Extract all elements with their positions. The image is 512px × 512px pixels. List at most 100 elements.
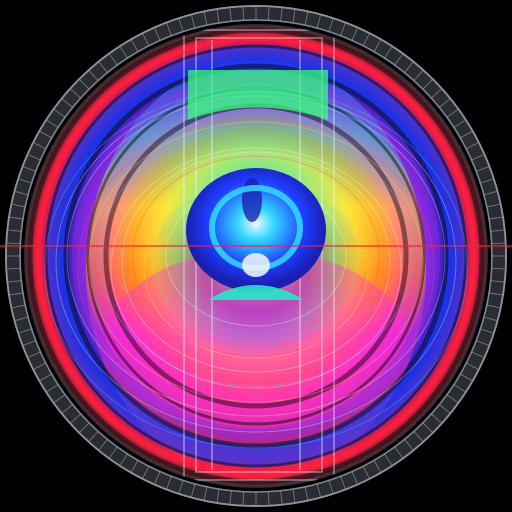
ring-tick — [304, 12, 309, 26]
ring-tick — [340, 476, 346, 489]
ring-tick — [439, 98, 450, 108]
ring-tick — [486, 304, 500, 309]
ring-tick — [476, 166, 489, 172]
ring-tick — [8, 229, 22, 232]
ring-tick — [480, 178, 493, 184]
core-inner-glow — [242, 178, 262, 222]
ring-tick — [229, 490, 232, 504]
ring-tick — [46, 384, 59, 392]
ring-tick — [154, 28, 161, 41]
ring-tick — [203, 12, 208, 26]
ring-tick — [292, 489, 296, 502]
ring-tick — [54, 109, 66, 118]
ring-tick — [62, 98, 73, 108]
ring-tick — [131, 40, 139, 52]
ring-tick — [216, 489, 220, 502]
ring-tick — [394, 446, 403, 458]
ring-tick — [191, 15, 196, 29]
ring-tick — [79, 422, 90, 433]
ring-tick — [120, 46, 128, 59]
ring-tick — [23, 166, 36, 172]
ring-tick — [89, 70, 99, 81]
ring-tick — [12, 304, 26, 309]
ring-tick — [267, 491, 270, 505]
ring-tick — [131, 460, 139, 472]
ring-tick — [491, 267, 505, 270]
ring-tick — [216, 10, 220, 23]
ring-tick — [404, 439, 414, 450]
wire-arc — [99, 125, 413, 387]
wire-arc — [77, 117, 435, 419]
ring-tick — [486, 203, 500, 208]
central-core — [186, 168, 326, 292]
ring-tick — [154, 471, 161, 484]
ring-tick — [33, 142, 46, 150]
ring-tick — [12, 203, 26, 208]
ring-tick — [490, 229, 504, 232]
ring-tick — [8, 280, 22, 283]
magenta-swirl — [106, 250, 406, 430]
ring-tick — [28, 351, 41, 358]
ring-tick — [453, 120, 466, 128]
ring-tick — [28, 154, 41, 161]
ring-tick — [10, 216, 23, 220]
ring-tick — [466, 142, 479, 150]
outer-grid-ring — [5, 5, 507, 507]
ring-tick — [142, 466, 150, 479]
ring-tick — [242, 7, 245, 21]
ring-tick — [292, 10, 296, 23]
ring-tick — [10, 292, 23, 296]
ring-tick — [79, 79, 90, 90]
ring-tick — [453, 384, 466, 392]
ring-tick — [446, 394, 458, 403]
ring-tick — [362, 33, 370, 46]
ring-tick — [62, 404, 73, 414]
ring-tick — [280, 8, 283, 22]
ring-tick — [70, 89, 81, 99]
ring-tick — [40, 131, 52, 139]
wire-arc — [88, 121, 424, 403]
ring-tick — [384, 46, 392, 59]
ring-tick — [7, 242, 21, 245]
ring-tick — [166, 23, 172, 36]
core-white-bulb — [242, 253, 270, 277]
teal-dome — [208, 285, 304, 300]
ring-tick — [280, 490, 283, 504]
ring-tick — [471, 351, 484, 358]
ring-tick — [15, 191, 29, 196]
ring-tick — [373, 460, 381, 472]
ring-tick — [46, 120, 59, 128]
ring-tick — [491, 242, 505, 245]
ring-tick — [109, 446, 118, 458]
ring-tick — [242, 491, 245, 505]
ring-tick — [267, 7, 270, 21]
ring-tick — [316, 15, 321, 29]
ring-tick — [178, 480, 184, 493]
ring-tick — [40, 373, 52, 381]
ring-tick — [351, 471, 358, 484]
blue-ring — [45, 45, 467, 467]
ring-tick — [178, 19, 184, 32]
ring-tick — [489, 216, 502, 220]
ring-tick — [413, 70, 423, 81]
ring-tick — [483, 316, 497, 321]
ring-tick — [489, 292, 502, 296]
ring-tick — [466, 362, 479, 370]
ring-tick — [7, 267, 21, 270]
ring-tick — [120, 453, 128, 466]
ring-tick — [166, 476, 172, 489]
ring-tick — [328, 19, 334, 32]
ring-tick — [439, 404, 450, 414]
ring-tick — [70, 413, 81, 423]
ring-tick — [483, 191, 497, 196]
ring-tick — [431, 413, 442, 423]
ring-tick — [191, 483, 196, 497]
ring-tick — [384, 453, 392, 466]
ring-tick — [33, 362, 46, 370]
ring-tick — [476, 340, 489, 346]
green-top-block — [188, 70, 328, 120]
ring-tick — [413, 431, 423, 442]
ring-tick — [304, 486, 309, 500]
dark-band — [44, 44, 468, 468]
